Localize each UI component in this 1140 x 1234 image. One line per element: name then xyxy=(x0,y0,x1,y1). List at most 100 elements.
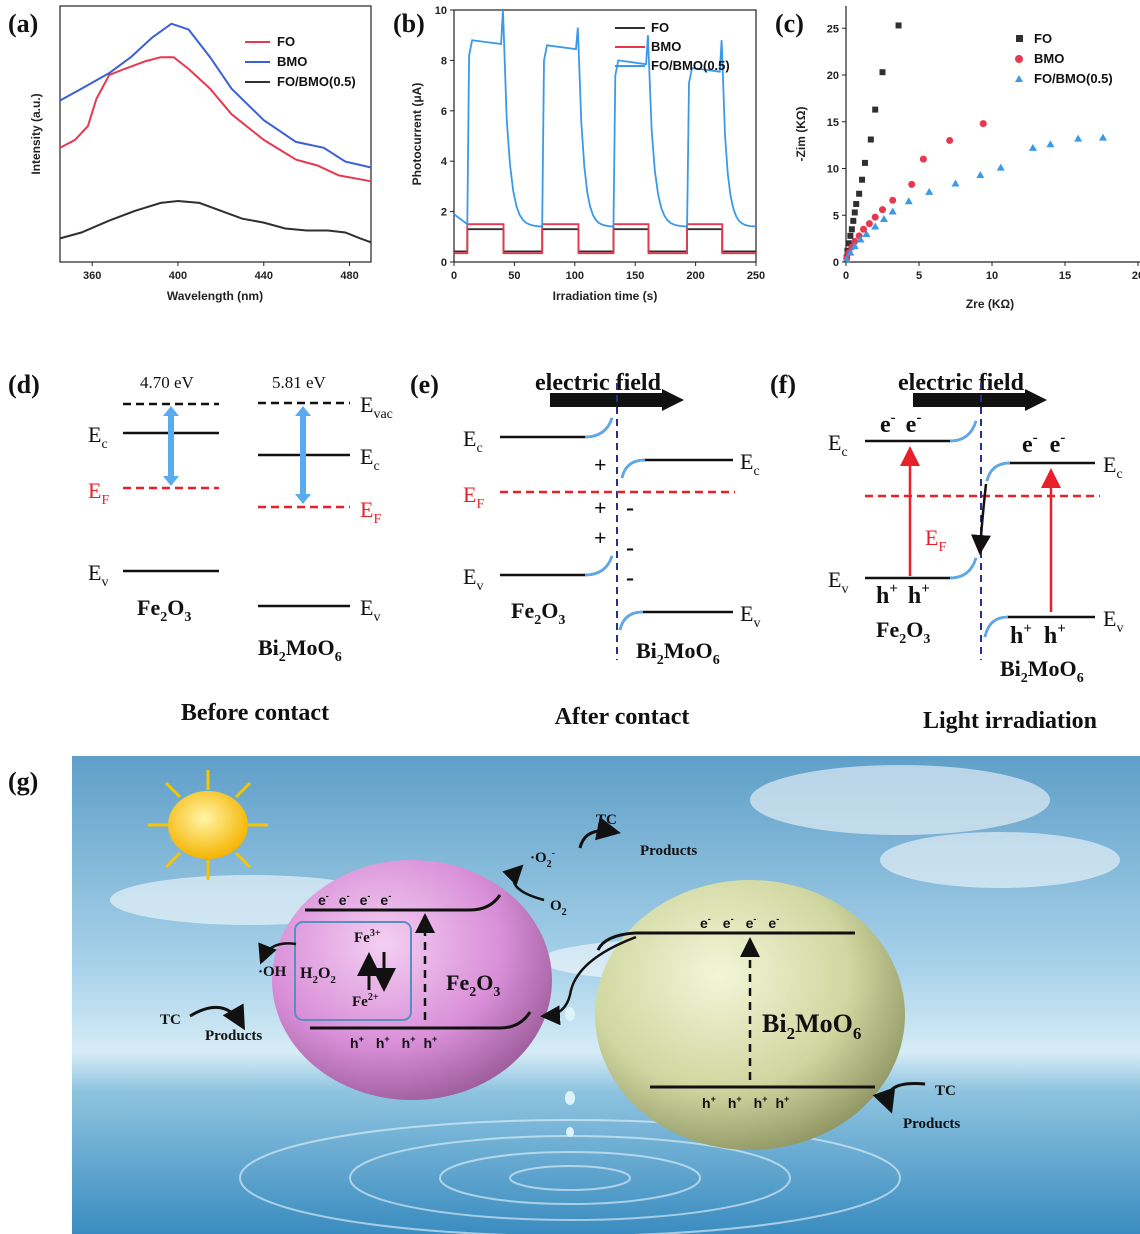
chart-c-point-bmo xyxy=(919,155,927,163)
chart-b-line-bmo xyxy=(454,223,756,255)
svg-text:-: - xyxy=(626,535,634,561)
g-tc-top-arrow xyxy=(578,816,621,849)
g-fe-cycle-arrows xyxy=(357,952,396,992)
f-fo-ev-label: Ev xyxy=(828,567,848,597)
f-bmo-ec xyxy=(985,461,1095,482)
chart-b-ytick-label: 6 xyxy=(441,106,447,118)
d-bmo-ev-label: Ev xyxy=(360,595,380,625)
chart-c-ytick-label: 20 xyxy=(827,70,839,82)
chart-c-eis: 0 5 10 15 20 0 5 10 15 20 25 Zre (KΩ) -Zim (KΩ) FO… xyxy=(794,6,1140,311)
svg-text:+: + xyxy=(594,525,607,550)
e-bi2moo6-label: Bi2MoO6 xyxy=(636,638,720,668)
panel-label-g: (g) xyxy=(8,767,38,796)
chart-a-frame xyxy=(59,5,372,263)
f-title: electric field xyxy=(898,370,1025,396)
chart-c-point-fobmo xyxy=(1028,143,1037,151)
chart-c-point-fobmo xyxy=(996,163,1005,171)
chart-b-legend-fo: FO xyxy=(651,20,669,35)
d-bi2moo6-label: Bi2MoO6 xyxy=(258,635,342,665)
chart-b-photocurrent: 0 50 100 150 200 250 0 2 4 6 8 10 Irradiation time … xyxy=(410,5,765,303)
d-fo-gap-arrow xyxy=(163,406,179,486)
f-fo-holes: h+ h+ xyxy=(876,581,930,609)
e-bmo-ec xyxy=(620,458,733,479)
g-tc-top: TC xyxy=(596,812,617,828)
chart-c-point-fobmo xyxy=(976,171,985,179)
chart-a-xtick-label: 360 xyxy=(83,270,101,282)
d-bmo-ec-label: Ec xyxy=(360,444,380,474)
g-tc-right: TC xyxy=(935,1083,956,1099)
g-water-drops xyxy=(565,1007,575,1137)
chart-a-xlabel: Wavelength (nm) xyxy=(167,289,263,303)
chart-b-line-fobmo xyxy=(453,9,757,228)
f-fo-ec-label: Ec xyxy=(828,430,848,460)
chart-b-xtick-label: 0 xyxy=(451,270,457,282)
d-fo-ev-label: Ev xyxy=(88,560,108,590)
chart-b-xlabel: Irradiation time (s) xyxy=(553,289,658,303)
d-fe2o3-label: Fe2O3 xyxy=(137,595,191,625)
panel-e-after-contact: electric field Ec Ec EF + + + - - - Ev E… xyxy=(463,370,760,730)
g-oh-arrow xyxy=(258,942,297,965)
chart-c-point-fo xyxy=(867,136,874,143)
svg-text:-: - xyxy=(626,565,634,591)
chart-a-pl-spectra: 360 400 440 480 Wavelength (nm) Intensity (… xyxy=(29,5,372,303)
chart-c-point-bmo xyxy=(979,120,987,128)
chart-b-legend: FO BMO FO/BMO(0.5) xyxy=(615,20,730,73)
chart-c-point-fobmo xyxy=(862,229,871,237)
chart-a-line-fobmo xyxy=(59,199,372,244)
chart-a-xtick-label: 440 xyxy=(255,270,273,282)
chart-b-line-fo xyxy=(454,228,756,253)
chart-c-point-fo xyxy=(845,240,852,247)
panel-label-f: (f) xyxy=(770,370,796,399)
chart-c-point-fo xyxy=(853,201,860,208)
chart-b-xtick-label: 150 xyxy=(626,270,644,282)
panel-d-before-contact: 4.70 eV 5.81 eV Evac Ec Ec EF EF Ev Ev F… xyxy=(88,373,393,726)
f-bmo-ec-label: Ec xyxy=(1103,452,1123,482)
chart-c-xtick-label: 10 xyxy=(986,270,998,282)
panel-label-b: (b) xyxy=(393,9,425,38)
g-tc-right-arrow xyxy=(872,1082,926,1114)
g-tc-left: TC xyxy=(160,1012,181,1028)
f-fo-ev xyxy=(865,557,978,580)
chart-c-xlabel: Zre (KΩ) xyxy=(966,297,1014,311)
e-fo-ec xyxy=(500,417,614,439)
chart-c-legend-fo: FO xyxy=(1034,31,1052,46)
chart-b-ytick-label: 8 xyxy=(441,55,447,67)
chart-c-point-bmo xyxy=(889,196,897,204)
chart-c-xtick-label: 20 xyxy=(1132,270,1140,282)
chart-c-legend: FO BMO FO/BMO(0.5) xyxy=(1015,31,1113,86)
g-fe2o3-label: Fe2O3 xyxy=(446,970,500,1000)
chart-c-ytick-label: 10 xyxy=(827,164,839,176)
chart-c-point-bmo xyxy=(865,220,873,228)
chart-c-point-fo xyxy=(859,176,866,183)
e-field-arrow xyxy=(550,389,684,411)
chart-a-xtick-label: 400 xyxy=(169,270,187,282)
g-bi2moo6-electrons: e-e-e-e- xyxy=(700,914,779,931)
g-products-left: Products xyxy=(205,1028,262,1044)
panel-label-c: (c) xyxy=(775,9,804,38)
panel-f-light-irradiation: electric field Ec e-e- Ec e-e- EF Ev h+ h… xyxy=(828,370,1123,734)
chart-c-point-fobmo xyxy=(850,242,859,250)
e-fe2o3-label: Fe2O3 xyxy=(511,598,565,628)
chart-b-ytick-label: 4 xyxy=(441,156,448,168)
chart-a-legend-bmo: BMO xyxy=(277,54,307,69)
svg-text:+: + xyxy=(594,495,607,520)
chart-b-xtick-label: 250 xyxy=(747,270,765,282)
g-bi2moo6-holes: h+ h+ h+ h+ xyxy=(702,1094,789,1111)
chart-c-point-fobmo xyxy=(879,214,888,222)
f-bi2moo6-label: Bi2MoO6 xyxy=(1000,656,1084,686)
f-caption: Light irradiation xyxy=(923,708,1097,734)
g-fe3-label: Fe3+ xyxy=(354,928,381,946)
chart-c-point-bmo xyxy=(908,180,916,188)
e-bmo-ev-label: Ev xyxy=(740,601,760,631)
d-bmo-ef-label: EF xyxy=(360,497,381,527)
panel-g-mechanism: e-e-e-e- h+ h+ h+ h+ Fe2O3 Fe3+ Fe2+ H2O2 ·… xyxy=(72,756,1140,1234)
f-fe2o3-label: Fe2O3 xyxy=(876,617,930,647)
chart-c-point-fobmo xyxy=(1046,140,1055,148)
d-caption: Before contact xyxy=(181,700,329,726)
chart-c-legend-swatch-fobmo xyxy=(1015,75,1023,82)
f-bmo-holes: h+ h+ xyxy=(1010,621,1066,649)
chart-c-point-fobmo xyxy=(1098,133,1107,141)
g-bi2moo6-sphere xyxy=(595,880,905,1150)
e-ef-label: EF xyxy=(463,482,484,512)
f-transfer-arrow xyxy=(971,483,991,555)
